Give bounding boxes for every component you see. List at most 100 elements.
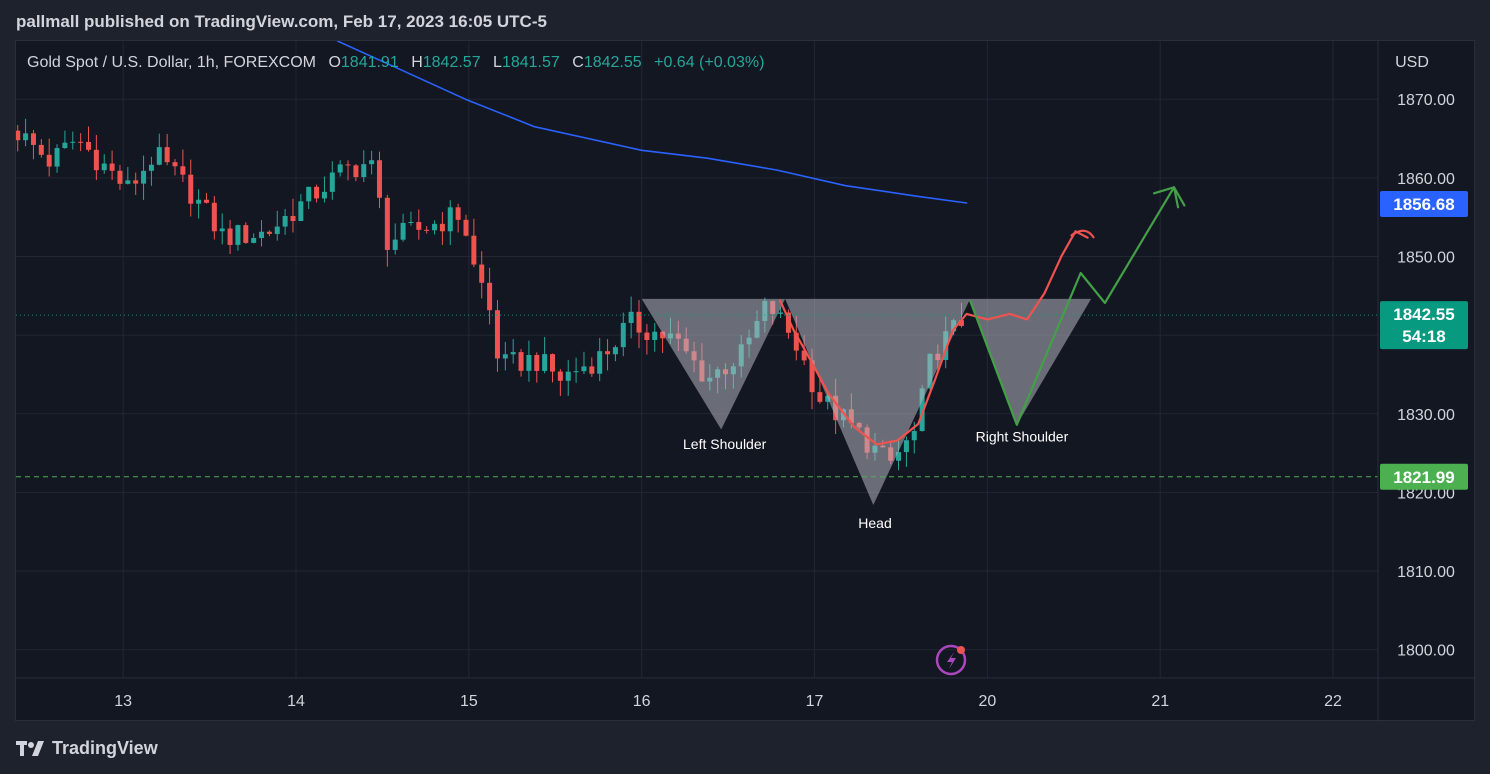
candle-body [54, 148, 60, 167]
candle-body [408, 221, 414, 223]
candle-body [581, 366, 587, 372]
candle-body [825, 395, 831, 402]
candle-body [30, 133, 36, 145]
published-header: pallmall published on TradingView.com, F… [16, 12, 547, 31]
candle-body [298, 201, 304, 221]
candle-body [141, 170, 147, 184]
candle-body [243, 225, 249, 243]
price-badges: 1856.68 1842.55 54:18 1821.99 [1380, 190, 1468, 490]
candle-body [117, 170, 123, 184]
candle-body [447, 207, 453, 232]
candle-body [125, 180, 131, 184]
pattern-label: Right Shoulder [976, 428, 1069, 444]
candle-body [93, 149, 99, 171]
candle-body [259, 231, 265, 238]
candle-body [369, 160, 375, 165]
footer-brand[interactable]: TradingView [16, 738, 158, 759]
tradingview-logo-icon [16, 740, 44, 756]
chart-frame[interactable]: Left Shoulder Head Right Shoulder 1870.00 1… [15, 40, 1476, 722]
candle-body [384, 197, 390, 250]
candle-body [487, 282, 493, 311]
candle-body [455, 207, 461, 220]
candle-body [172, 162, 178, 167]
candle-body [432, 223, 438, 231]
candle-body [227, 228, 233, 245]
candle-body [188, 174, 194, 204]
candle-body [660, 331, 666, 339]
candle-body [86, 142, 92, 150]
candle-body [510, 352, 516, 355]
annotations: Left Shoulder Head Right Shoulder [683, 428, 1069, 531]
candle-body [471, 235, 477, 265]
candle-body [605, 351, 611, 355]
candle-body [400, 222, 406, 240]
candle-body [817, 392, 823, 402]
candle-body [424, 229, 430, 231]
support-badge-label: 1821.99 [1393, 468, 1454, 487]
close-label: C [572, 54, 584, 71]
candle-body [589, 366, 595, 374]
last-price-badge-label: 1842.55 [1393, 305, 1454, 324]
y-tick-label: 1860.00 [1397, 171, 1455, 188]
candle-body [778, 312, 784, 314]
candle-body [290, 215, 296, 221]
pattern-label: Head [858, 515, 891, 531]
candle-body [329, 172, 335, 192]
left-shoulder-triangle [641, 298, 786, 430]
last-price-badge-countdown: 54:18 [1402, 327, 1445, 346]
candle-body [479, 264, 485, 283]
candle-body [392, 239, 398, 250]
candle-body [274, 226, 280, 234]
candle-body [597, 351, 603, 374]
candle-body [809, 360, 815, 393]
candle-body [23, 133, 29, 141]
candle-body [314, 186, 320, 199]
price-chart[interactable]: Left Shoulder Head Right Shoulder 1870.00 1… [16, 41, 1476, 722]
x-tick-label: 17 [806, 693, 824, 710]
right-shoulder-triangle [970, 298, 1092, 425]
pattern-label: Left Shoulder [683, 436, 767, 452]
head-triangle [785, 298, 971, 505]
candle-body [958, 320, 964, 326]
x-tick-label: 22 [1324, 693, 1342, 710]
candle-body [345, 164, 351, 166]
green-arrowhead [1152, 186, 1180, 209]
last-price-badge-bg [1380, 301, 1468, 350]
candle-body [785, 312, 791, 333]
candle-body [109, 163, 115, 171]
low-value: 1841.57 [501, 54, 560, 71]
candle-body [416, 221, 422, 230]
candle-body [306, 186, 312, 202]
candle-body [70, 141, 76, 143]
candle-body [133, 180, 139, 184]
candle-body [211, 202, 217, 232]
high-value: 1842.57 [422, 54, 481, 71]
candle-body [903, 440, 909, 453]
candle-body [148, 164, 154, 171]
candle-body [46, 154, 52, 167]
x-tick-label: 21 [1151, 693, 1169, 710]
candle-body [16, 130, 21, 141]
ma-badge-label: 1856.68 [1393, 195, 1454, 214]
alert-icon[interactable] [935, 644, 967, 676]
candle-body [526, 354, 532, 371]
change-value: +0.64 (+0.03%) [654, 54, 765, 71]
candle-body [361, 164, 367, 178]
y-tick-label: 1870.00 [1397, 92, 1455, 109]
currency-label: USD [1395, 54, 1429, 71]
red-projection-path [778, 230, 1089, 446]
candle-body [353, 165, 359, 178]
candle-body [542, 354, 548, 371]
candle-body [573, 371, 579, 373]
candle-body [164, 147, 170, 163]
candle-body [896, 452, 902, 461]
candle-body [180, 166, 186, 175]
candle-body [793, 332, 799, 351]
candle-body [282, 215, 288, 227]
y-tick-label: 1800.00 [1397, 643, 1455, 660]
candle-body [251, 237, 257, 243]
symbol-title: Gold Spot / U.S. Dollar, 1h, FOREXCOM [27, 54, 316, 71]
open-value: 1841.91 [340, 54, 399, 71]
x-tick-label: 15 [460, 693, 478, 710]
candle-body [235, 225, 241, 245]
